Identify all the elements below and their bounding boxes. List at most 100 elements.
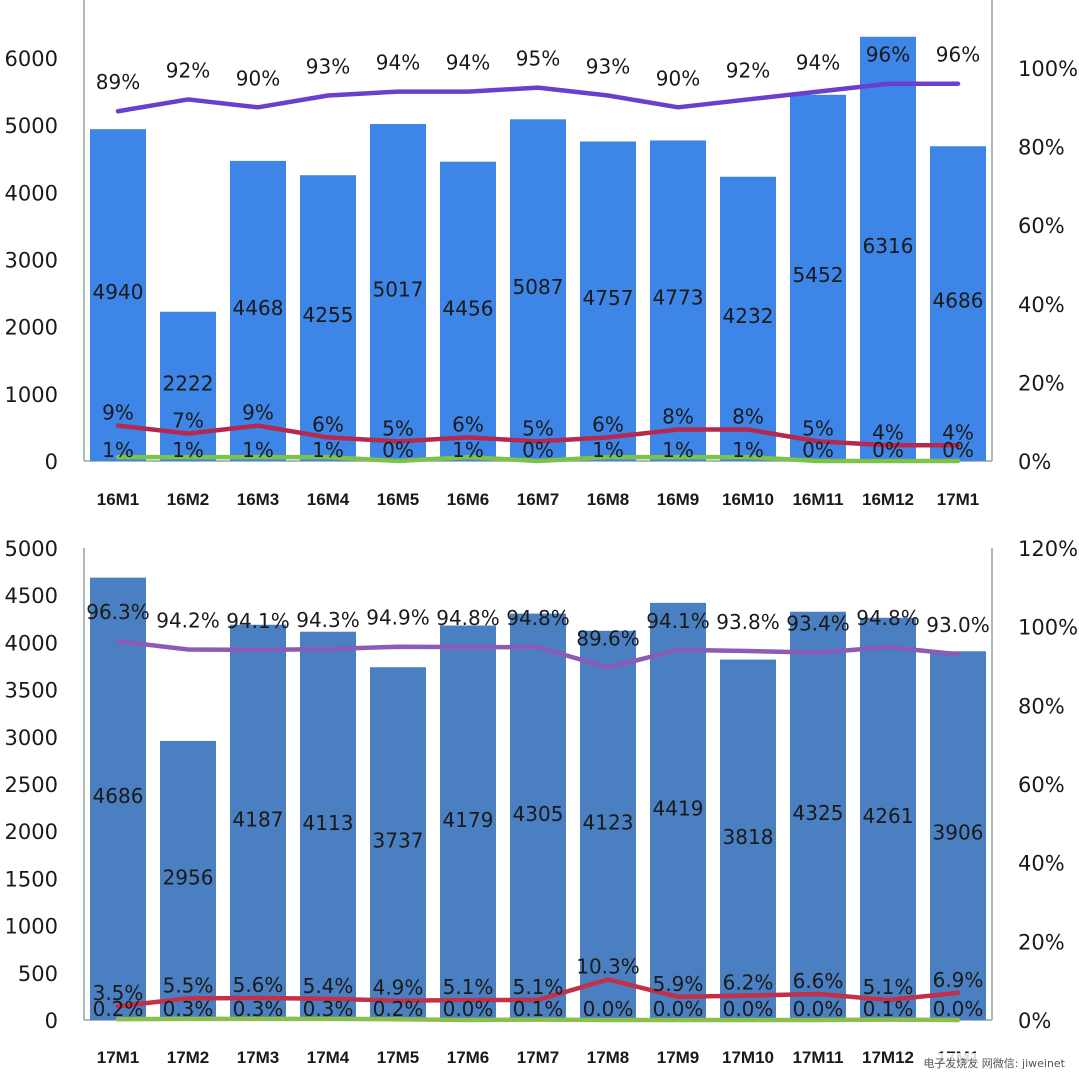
bar-value-label: 4686 — [933, 289, 984, 313]
line-value-label-low: 0% — [382, 438, 414, 462]
y2-tick-label: 80% — [1018, 136, 1065, 160]
line-value-label-high: 94.1% — [226, 609, 290, 633]
y2-tick-label: 120% — [1018, 537, 1078, 561]
line-value-label-high: 96% — [936, 43, 980, 67]
line-value-label-mid: 4% — [942, 420, 974, 444]
x-tick-label: 16M2 — [167, 490, 210, 509]
line-value-label-high: 95% — [516, 47, 560, 71]
x-tick-label: 16M7 — [517, 490, 560, 509]
bar — [510, 613, 566, 1020]
line-value-label-high: 94.8% — [436, 606, 500, 630]
y2-tick-label: 60% — [1018, 214, 1065, 238]
bar-value-label: 4123 — [583, 810, 634, 834]
y2-tick-label: 20% — [1018, 930, 1065, 954]
line-value-label-low: 0.0% — [583, 997, 634, 1021]
bar-value-label: 4773 — [653, 286, 704, 310]
line-value-label-high: 94% — [376, 51, 420, 75]
bar — [930, 146, 986, 461]
bar-value-label: 4468 — [233, 296, 284, 320]
line-value-label-high: 92% — [166, 58, 210, 82]
line-value-label-mid: 5.5% — [163, 973, 214, 997]
line-value-label-high: 89% — [96, 70, 140, 94]
line-value-label-mid: 6% — [452, 412, 484, 436]
bar — [370, 124, 426, 461]
line-value-label-low: 0.1% — [513, 997, 564, 1021]
line-value-label-mid: 5.9% — [653, 972, 704, 996]
bar — [440, 625, 496, 1020]
line-value-label-mid: 6.6% — [793, 969, 844, 993]
bar-value-label: 4940 — [93, 280, 144, 304]
line-value-label-mid: 5% — [802, 416, 834, 440]
x-tick-label: 17M10 — [722, 1048, 774, 1067]
bar — [580, 630, 636, 1020]
y-tick-label: 0 — [45, 1009, 58, 1033]
line-value-label-high: 90% — [236, 66, 280, 90]
y-tick-label: 4000 — [5, 181, 58, 205]
line-value-label-low: 0% — [522, 438, 554, 462]
bar-value-label: 4419 — [653, 796, 704, 820]
line-value-label-low: 0.0% — [443, 997, 494, 1021]
y-tick-label: 4500 — [5, 584, 58, 608]
line-value-label-high: 93.4% — [786, 612, 850, 636]
line-value-label-low: 0.0% — [793, 997, 844, 1021]
bar — [790, 94, 846, 461]
bar — [580, 141, 636, 461]
y-tick-label: 5000 — [5, 537, 58, 561]
bar-value-label: 5017 — [373, 278, 424, 302]
line-value-label-low: 1% — [172, 438, 204, 462]
y2-tick-label: 0% — [1018, 1009, 1051, 1033]
x-tick-label: 17M1 — [97, 1048, 140, 1067]
x-tick-label: 16M1 — [97, 490, 140, 509]
line-value-label-mid: 6% — [592, 412, 624, 436]
line-value-label-high: 94.3% — [296, 608, 360, 632]
y-tick-label: 500 — [18, 962, 58, 986]
line-value-label-low: 0.1% — [863, 997, 914, 1021]
x-tick-label: 16M9 — [657, 490, 700, 509]
line-value-label-low: 0.2% — [93, 997, 144, 1021]
x-tick-label: 17M6 — [447, 1048, 490, 1067]
y2-tick-label: 100% — [1018, 57, 1078, 81]
x-tick-label: 16M8 — [587, 490, 630, 509]
x-tick-label: 17M9 — [657, 1048, 700, 1067]
bar — [160, 740, 216, 1020]
line-value-label-mid: 5.6% — [233, 973, 284, 997]
bar — [90, 129, 146, 462]
line-value-label-low: 1% — [312, 438, 344, 462]
line-value-label-high: 93.8% — [716, 610, 780, 634]
line-value-label-high: 90% — [656, 66, 700, 90]
bar-value-label: 4232 — [723, 304, 774, 328]
line-value-label-high: 96.3% — [86, 600, 150, 624]
line-value-label-mid: 5.1% — [443, 975, 494, 999]
y-tick-label: 0 — [45, 450, 58, 474]
line-value-label-high: 89.6% — [576, 627, 640, 651]
line-value-label-high: 94.2% — [156, 608, 220, 632]
line-value-label-low: 0% — [802, 438, 834, 462]
y2-tick-label: 60% — [1018, 773, 1065, 797]
line-value-label-low: 0% — [872, 438, 904, 462]
bar-value-label: 2222 — [163, 371, 214, 395]
line-value-label-low: 0.3% — [163, 997, 214, 1021]
bar-value-label: 6316 — [863, 234, 914, 258]
x-tick-label: 17M1 — [937, 490, 980, 509]
line-value-label-low: 0.0% — [723, 997, 774, 1021]
x-tick-label: 16M11 — [792, 490, 843, 509]
line-value-label-high: 93% — [586, 55, 630, 79]
line-value-label-mid: 7% — [172, 408, 204, 432]
bar-value-label: 4686 — [93, 784, 144, 808]
bar-value-label: 4305 — [513, 802, 564, 826]
bar — [370, 667, 426, 1020]
bar-value-label: 4179 — [443, 808, 494, 832]
line-value-label-low: 1% — [452, 438, 484, 462]
y2-tick-label: 40% — [1018, 293, 1065, 317]
watermark: 电子发烧友 网微信: jiweinet — [917, 1053, 1071, 1073]
y-tick-label: 4000 — [5, 631, 58, 655]
line-value-label-low: 0.3% — [233, 997, 284, 1021]
bar — [860, 617, 916, 1020]
bar-value-label: 4261 — [863, 804, 914, 828]
line-value-label-high: 93% — [306, 55, 350, 79]
line-value-label-high: 94% — [446, 51, 490, 75]
line-value-label-high: 94.1% — [646, 609, 710, 633]
line-value-label-mid: 6.9% — [933, 968, 984, 992]
x-tick-label: 17M12 — [862, 1048, 914, 1067]
line-value-label-mid: 10.3% — [576, 954, 640, 978]
